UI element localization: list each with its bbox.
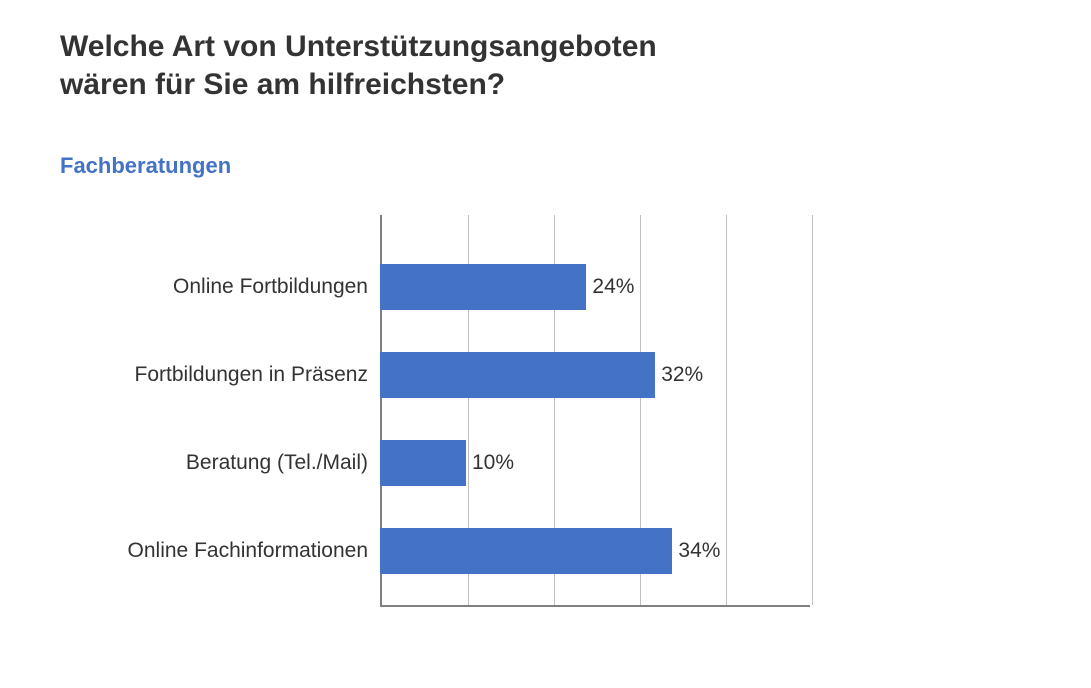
value-label: 10% — [472, 451, 514, 475]
chart-row: Online Fachinformationen 34% — [60, 507, 890, 595]
bar — [380, 440, 466, 486]
bar-wrap: 10% — [380, 419, 890, 507]
bar-wrap: 34% — [380, 507, 890, 595]
chart-row: Online Fortbildungen 24% — [60, 243, 890, 331]
chart-row: Fortbildungen in Präsenz 32% — [60, 331, 890, 419]
value-label: 34% — [678, 539, 720, 563]
bar-chart: Online Fortbildungen 24% Fortbildungen in … — [60, 215, 890, 607]
bar — [380, 264, 586, 310]
category-label: Online Fortbildungen — [60, 275, 380, 299]
page-title: Welche Art von Unterstützungsangeboten w… — [60, 28, 1031, 103]
bar — [380, 352, 655, 398]
category-label: Fortbildungen in Präsenz — [60, 363, 380, 387]
bar-wrap: 24% — [380, 243, 890, 331]
value-label: 24% — [592, 275, 634, 299]
value-label: 32% — [661, 363, 703, 387]
bar-wrap: 32% — [380, 331, 890, 419]
title-line-1: Welche Art von Unterstützungsangeboten — [60, 30, 657, 63]
chart-subtitle: Fachberatungen — [60, 153, 1031, 179]
category-label: Beratung (Tel./Mail) — [60, 451, 380, 475]
bar — [380, 528, 672, 574]
category-label: Online Fachinformationen — [60, 539, 380, 563]
title-line-2: wären für Sie am hilfreichsten? — [60, 68, 505, 101]
chart-row: Beratung (Tel./Mail) 10% — [60, 419, 890, 507]
